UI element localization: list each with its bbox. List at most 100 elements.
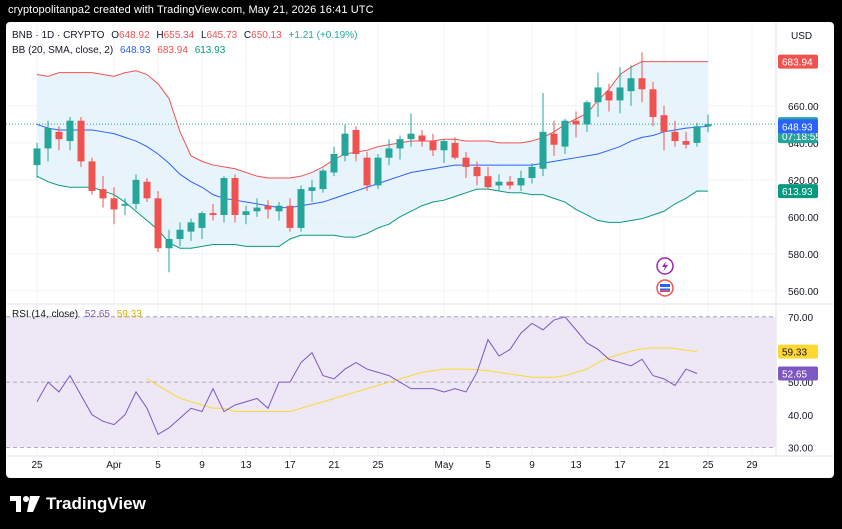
upper-band-price-tag-bg	[778, 54, 818, 69]
bollinger-band-fill	[37, 61, 708, 249]
candle-body	[660, 115, 668, 132]
bollinger-lower-line	[36, 175, 709, 249]
candle-body	[506, 181, 514, 186]
price-tick-label: 600.00	[788, 213, 819, 224]
candle-body	[693, 126, 701, 143]
rsi-value-tag: 52.65	[782, 369, 807, 380]
candle-body	[77, 120, 85, 162]
candle-body	[671, 131, 679, 142]
candle-body	[407, 133, 415, 140]
price-tick-label: 640.00	[788, 139, 819, 150]
candle-body	[418, 135, 426, 142]
header-caption: cryptopolitanpa2 created with TradingVie…	[8, 4, 374, 16]
legend-low: 645.73	[207, 30, 238, 41]
flag-icon[interactable]	[656, 279, 674, 297]
legend-change: +1.21 (+0.19%)	[289, 30, 358, 41]
candle-body	[143, 181, 151, 199]
legend-open-label: O	[111, 30, 119, 41]
legend-bb-upper: 683.94	[157, 45, 188, 56]
candle-body	[627, 78, 635, 92]
legend-bb: BB (20, SMA, close, 2) 648.93 683.94 613…	[12, 45, 226, 56]
candles	[33, 52, 712, 273]
bollinger-upper-line	[36, 61, 709, 179]
candle-body	[528, 166, 536, 179]
candle-body	[638, 78, 646, 90]
legend-symbol-name: BNB · 1D · CRYPTO	[12, 30, 105, 41]
candle-body	[286, 205, 294, 228]
candle-body	[44, 128, 52, 149]
price-tick-label: 620.00	[788, 176, 819, 187]
candle-body	[374, 157, 382, 186]
legend-rsi-label: RSI (14, close)	[12, 309, 78, 320]
date-tick-label: 9	[529, 460, 535, 471]
legend-bb-basis: 648.93	[120, 45, 151, 56]
tradingview-logo: TradingView	[10, 494, 146, 514]
candle-body	[363, 157, 371, 186]
rsi-ma-line	[146, 347, 698, 413]
price-tick-label: 660.00	[788, 102, 819, 113]
candle-body	[231, 178, 239, 215]
date-tick-label: 25	[31, 460, 43, 471]
candle-body	[539, 131, 547, 169]
brand-name: TradingView	[46, 494, 146, 513]
axes: 560.00 580.00 600.00 620.00 640.00 660.00 25 Ap…	[31, 54, 821, 471]
currency-label: USD	[791, 31, 812, 42]
candle-body	[253, 207, 261, 212]
candle-body	[176, 229, 184, 240]
candle-body	[66, 120, 74, 142]
date-tick-label: 13	[240, 460, 252, 471]
date-tick-label: 9	[199, 460, 205, 471]
price-tick-label: 580.00	[788, 250, 819, 261]
rsi-tick-label: 40.00	[788, 411, 813, 422]
legend-high: 655.34	[164, 30, 195, 41]
candle-body	[264, 205, 272, 210]
tradingview-logo-icon	[10, 496, 40, 512]
candle-body	[55, 131, 63, 140]
lightning-icon[interactable]	[656, 257, 674, 275]
lower-band-price-tag: 613.93	[782, 187, 813, 198]
rsi-tick-label: 70.00	[788, 313, 813, 324]
bollinger-fill	[37, 61, 708, 249]
candle-body	[187, 222, 195, 232]
rsi-pane	[6, 316, 776, 448]
candle-body	[385, 148, 393, 158]
candle-body	[121, 203, 129, 206]
candle-body	[242, 211, 250, 215]
candle-body	[352, 129, 360, 154]
date-tick-label: 25	[372, 460, 384, 471]
legend-rsi-value: 52.65	[85, 309, 110, 320]
chart-svg[interactable]: 560.00 580.00 600.00 620.00 640.00 660.00 25 Ap…	[6, 22, 834, 478]
date-tick-label: 13	[570, 460, 582, 471]
candle-body	[110, 198, 118, 210]
date-tick-label: 17	[614, 460, 626, 471]
legend-close-label: C	[244, 30, 251, 41]
upper-band-price-tag: 683.94	[782, 58, 813, 69]
candle-body	[561, 120, 569, 147]
legend-close: 650.13	[251, 30, 282, 41]
legend-high-label: H	[156, 30, 163, 41]
candle-body	[308, 187, 316, 191]
candle-body	[165, 239, 173, 249]
candle-body	[462, 157, 470, 167]
date-tick-label: 29	[746, 460, 758, 471]
candle-body	[550, 133, 558, 145]
lower-band-price-tag-bg	[778, 184, 818, 199]
chart-panel[interactable]: 560.00 580.00 600.00 620.00 640.00 660.00 25 Ap…	[6, 22, 834, 478]
candle-body	[429, 141, 437, 151]
current-price-tag-countdown: 07:18:55	[782, 132, 821, 143]
date-tick-label: Apr	[106, 460, 122, 471]
bollinger-basis-line	[36, 123, 709, 209]
price-tick-label: 560.00	[788, 287, 819, 298]
rsi-ma-tag: 59.33	[782, 348, 807, 359]
candle-body	[495, 181, 503, 186]
candle-body	[275, 205, 283, 212]
candle-body	[33, 148, 41, 166]
candle-body	[99, 189, 107, 199]
candle-body	[319, 170, 327, 190]
date-tick-label: May	[435, 460, 454, 471]
date-tick-label: 5	[485, 460, 491, 471]
candle-body	[330, 153, 338, 173]
candle-body	[616, 87, 624, 101]
candle-body	[572, 120, 580, 125]
